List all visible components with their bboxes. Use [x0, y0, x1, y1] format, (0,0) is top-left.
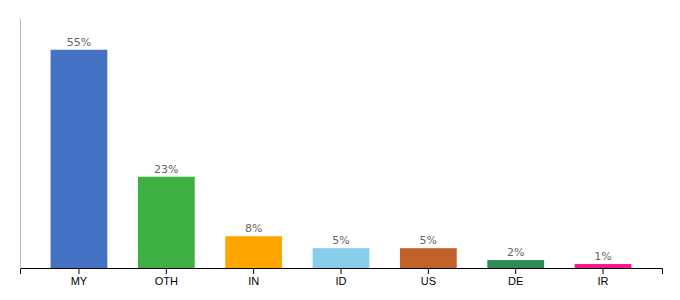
bar	[313, 248, 370, 268]
x-tick-label: US	[421, 275, 436, 287]
x-tick: IN	[248, 268, 259, 287]
x-tick: MY	[71, 268, 88, 287]
x-axis: MY OTH IN ID US DE IR	[21, 268, 663, 287]
bar	[400, 248, 457, 268]
x-tick-label: IR	[598, 275, 609, 287]
x-tick-mark	[428, 268, 429, 274]
x-tick: OTH	[155, 268, 178, 287]
x-tick-label: OTH	[155, 275, 178, 287]
y-axis-line	[20, 19, 21, 269]
data-label: 1%	[594, 250, 611, 263]
data-label: 5%	[332, 234, 349, 247]
x-tick-mark	[603, 268, 604, 274]
data-label: 23%	[154, 163, 178, 176]
x-tick-label: IN	[248, 275, 259, 287]
x-tick: US	[421, 268, 436, 287]
x-tick: ID	[336, 268, 347, 287]
x-tick-mark	[166, 268, 167, 274]
bar	[51, 50, 108, 268]
data-label: 8%	[245, 222, 262, 235]
x-tick-mark	[341, 268, 342, 274]
bar	[487, 260, 544, 268]
x-tick-mark	[515, 268, 516, 274]
x-tick-mark	[253, 268, 254, 274]
x-tick-label: MY	[71, 275, 88, 287]
x-tick-label: ID	[336, 275, 347, 287]
x-tick-mark	[78, 268, 79, 274]
data-labels: 55% 23% 8% 5% 5% 2% 1%	[67, 36, 612, 263]
plot: 55% 23% 8% 5% 5% 2% 1% MY OTH IN ID US DE IR	[21, 19, 663, 287]
y-axis	[20, 19, 21, 269]
bar	[225, 236, 282, 268]
data-label: 2%	[507, 246, 524, 259]
data-label: 55%	[67, 36, 91, 49]
bar	[138, 177, 195, 268]
bars	[51, 50, 632, 268]
chart: 55% 23% 8% 5% 5% 2% 1% MY OTH IN ID US DE IR	[0, 0, 680, 300]
bar	[575, 264, 632, 268]
x-tick: DE	[508, 268, 523, 287]
x-tick-label: DE	[508, 275, 523, 287]
x-axis-line	[21, 269, 663, 275]
x-tick: IR	[598, 268, 609, 287]
data-label: 5%	[420, 234, 437, 247]
